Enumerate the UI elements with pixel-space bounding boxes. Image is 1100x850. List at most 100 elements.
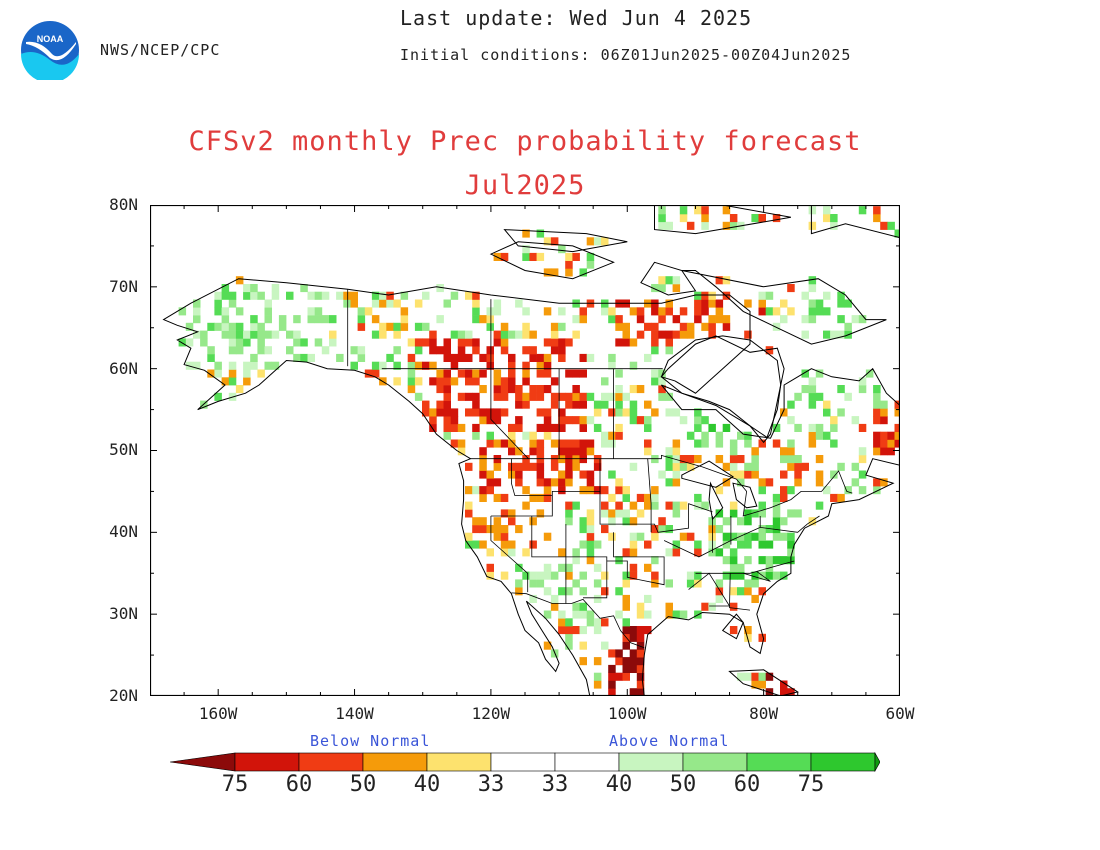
probability-cell (601, 439, 609, 448)
probability-cell (543, 361, 552, 370)
probability-cell (500, 532, 509, 541)
probability-cell (765, 307, 774, 316)
probability-cell (508, 447, 516, 456)
probability-cell (651, 493, 659, 502)
probability-cell (772, 556, 781, 565)
probability-cell (486, 563, 494, 572)
probability-cell (371, 369, 380, 378)
probability-cell (579, 610, 587, 619)
probability-cell (393, 299, 401, 308)
probability-cell (493, 517, 502, 526)
probability-cell (651, 338, 659, 347)
probability-cell (694, 571, 702, 580)
probability-cell (601, 431, 609, 440)
probability-cell (622, 641, 630, 650)
probability-cell (772, 493, 781, 502)
probability-cell (729, 470, 738, 479)
probability-cell (579, 525, 587, 534)
probability-cell (243, 338, 251, 347)
probability-cell (221, 284, 230, 293)
probability-cell (472, 540, 480, 549)
probability-cell (622, 338, 630, 347)
probability-cell (529, 447, 537, 456)
probability-cell (343, 291, 351, 300)
probability-cell (815, 423, 824, 432)
probability-cell (529, 252, 537, 261)
probability-cell (765, 525, 774, 534)
probability-cell (665, 602, 673, 611)
probability-cell (737, 470, 745, 479)
probability-cell (393, 330, 401, 339)
probability-cell (679, 322, 688, 331)
probability-cell (636, 602, 645, 611)
probability-cell (787, 455, 795, 464)
probability-cell (472, 517, 480, 526)
probability-cell (629, 408, 638, 417)
probability-cell (550, 478, 559, 487)
probability-cell (500, 493, 509, 502)
probability-cell (228, 361, 237, 370)
probability-cell (379, 299, 387, 308)
probability-cell (729, 571, 738, 580)
probability-cell (579, 268, 587, 277)
probability-cell (228, 346, 237, 355)
lat-label: 20N (109, 685, 138, 705)
probability-cell (558, 470, 566, 479)
probability-cell (744, 330, 752, 339)
probability-cell (686, 431, 695, 440)
probability-cell (593, 408, 602, 417)
probability-cell (443, 353, 451, 362)
probability-cell (729, 214, 738, 223)
probability-cell (479, 517, 487, 526)
probability-cell (336, 353, 344, 362)
org-label: NWS/NCEP/CPC (100, 41, 221, 59)
probability-cell (500, 392, 509, 401)
probability-cell (586, 447, 595, 456)
probability-cell (622, 579, 630, 588)
probability-cell (615, 408, 623, 417)
probability-cell (644, 501, 652, 510)
probability-cell (572, 392, 580, 401)
probability-cell (536, 229, 545, 238)
probability-cell (558, 478, 566, 487)
probability-cell (522, 400, 530, 409)
probability-cell (457, 346, 466, 355)
probability-cell (758, 439, 766, 448)
probability-cell (558, 587, 566, 596)
probability-cell (593, 462, 602, 471)
probability-cell (880, 447, 888, 456)
probability-cell (837, 462, 845, 471)
probability-cell (493, 532, 502, 541)
probability-cell (572, 501, 580, 510)
probability-cell (250, 284, 258, 293)
probability-cell (522, 462, 530, 471)
probability-cell (758, 672, 766, 681)
probability-cell (529, 353, 537, 362)
probability-cell (543, 478, 552, 487)
probability-cell (429, 346, 437, 355)
probability-cell (830, 214, 838, 223)
probability-cell (329, 330, 337, 339)
probability-cell (651, 571, 659, 580)
probability-cell (515, 525, 523, 534)
probability-cell (493, 338, 502, 347)
probability-cell (572, 400, 580, 409)
probability-cell (479, 525, 487, 534)
probability-cell (830, 493, 838, 502)
probability-cell (629, 517, 638, 526)
probability-cell (436, 400, 444, 409)
probability-cell (593, 579, 602, 588)
probability-cell (808, 206, 817, 215)
probability-cell (608, 517, 616, 526)
probability-cell (708, 291, 716, 300)
probability-cell (644, 626, 652, 635)
probability-cell (744, 431, 752, 440)
probability-cell (429, 416, 437, 425)
probability-cell (235, 338, 244, 347)
probability-cell (729, 439, 738, 448)
probability-cell (543, 641, 552, 650)
legend-swatch (298, 752, 364, 772)
probability-cell (794, 423, 802, 432)
probability-cell (644, 447, 652, 456)
probability-cell (565, 563, 573, 572)
